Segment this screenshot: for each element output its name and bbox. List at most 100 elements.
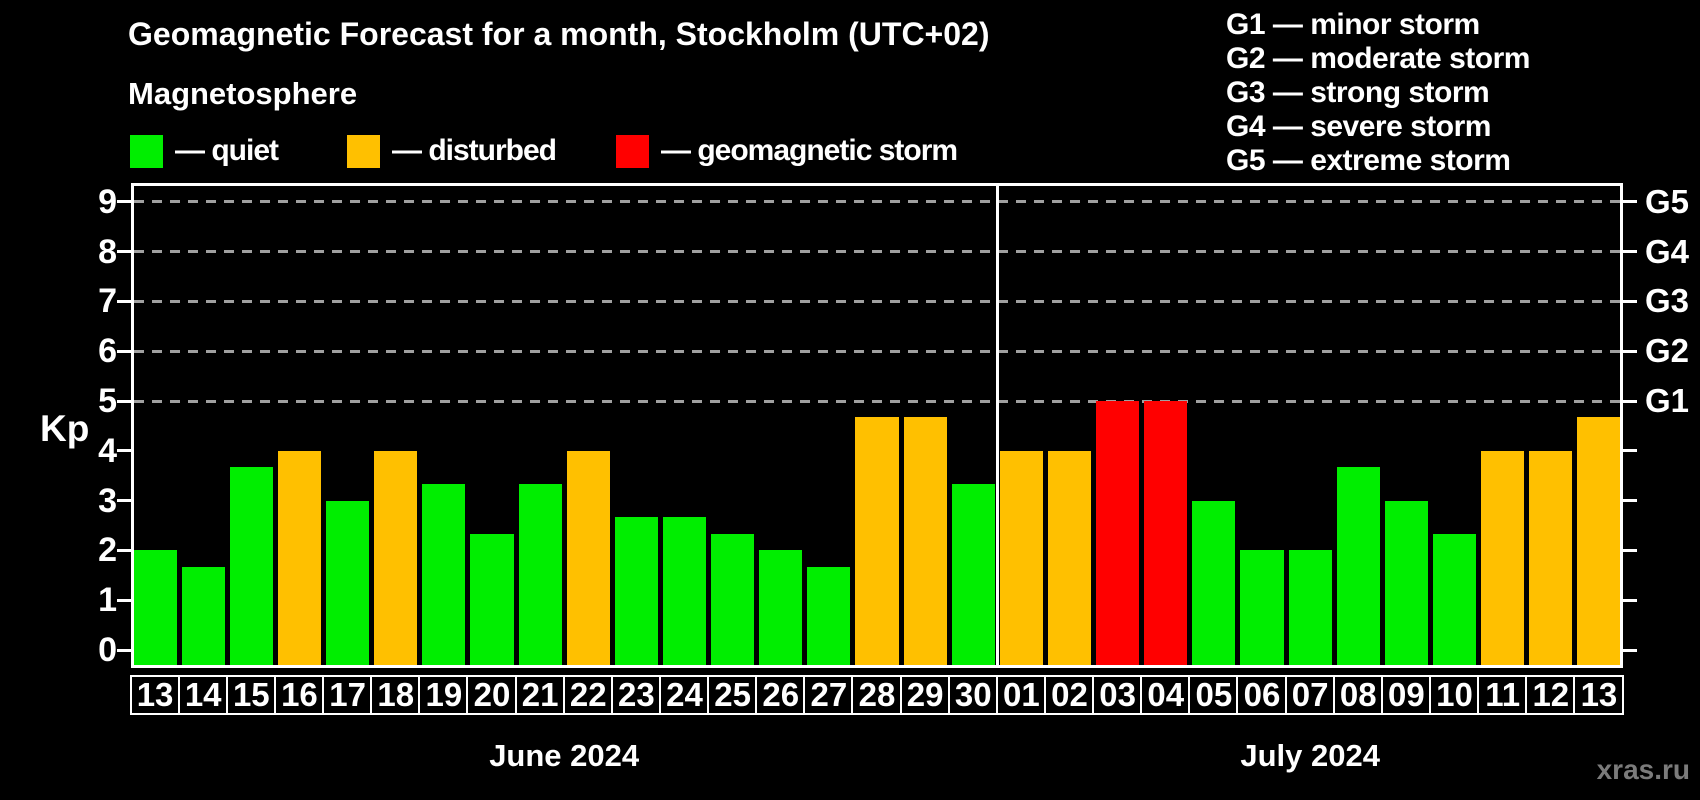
day-label-june-28: 28 [851, 675, 903, 715]
day-label-july-05: 05 [1188, 675, 1240, 715]
bar-june-13 [133, 550, 177, 665]
y-tick-right-0 [1623, 648, 1637, 652]
bar-june-21 [518, 484, 562, 665]
y-tick-right-8 [1623, 250, 1637, 254]
y-tick-label-4: 4 [98, 431, 117, 470]
bar-july-10 [1432, 533, 1477, 665]
y-tick-right-2 [1623, 548, 1637, 552]
day-label-june-20: 20 [466, 675, 518, 715]
y-tick-right-1 [1623, 598, 1637, 602]
g-scale-legend-line-2: G2 — moderate storm [1226, 42, 1530, 75]
bar-june-14 [181, 566, 225, 665]
legend-label-storm: — geomagnetic storm [661, 134, 958, 167]
g-level-label-g1: G1 [1645, 382, 1690, 419]
bar-june-25 [711, 533, 755, 665]
bar-june-17 [326, 500, 370, 665]
bar-june-26 [759, 550, 803, 665]
day-label-july-09: 09 [1380, 675, 1432, 715]
month-label-july: July 2024 [1240, 738, 1380, 773]
y-tick-left-3 [117, 499, 131, 503]
day-label-june-18: 18 [370, 675, 422, 715]
bar-june-24 [662, 517, 707, 665]
y-tick-label-7: 7 [98, 282, 117, 321]
y-tick-left-6 [117, 349, 131, 353]
bar-june-27 [807, 566, 851, 665]
legend-item-quiet: — quiet [130, 133, 279, 169]
g-scale-legend-line-4: G4 — severe storm [1226, 110, 1491, 143]
month-label-june: June 2024 [489, 738, 640, 773]
day-label-june-16: 16 [273, 675, 325, 715]
y-tick-label-5: 5 [98, 382, 117, 420]
day-label-july-07: 07 [1284, 675, 1336, 715]
day-label-july-03: 03 [1092, 675, 1144, 715]
y-tick-label-2: 2 [98, 531, 117, 570]
legend-item-disturbed: — disturbed [347, 133, 557, 169]
plot-frame [131, 183, 1623, 668]
y-tick-right-9 [1623, 200, 1637, 204]
watermark-xras-ru: xras.ru [1596, 754, 1690, 785]
day-label-june-14: 14 [177, 675, 229, 715]
bar-july-06 [1240, 550, 1284, 665]
y-tick-label-1: 1 [98, 581, 117, 620]
subtitle-magnetosphere: Magnetosphere [128, 76, 358, 111]
bar-june-19 [422, 484, 466, 665]
y-tick-left-4 [117, 449, 131, 453]
day-label-june-27: 27 [803, 675, 855, 715]
day-label-june-21: 21 [514, 675, 566, 715]
bar-june-22 [566, 450, 610, 665]
bar-june-29 [903, 417, 947, 665]
disturbed-color-swatch-icon [347, 134, 380, 168]
y-tick-left-8 [117, 250, 131, 254]
g-scale-legend-line-3: G3 — strong storm [1226, 76, 1490, 109]
y-tick-left-2 [117, 548, 131, 552]
legend-item-storm: — geomagnetic storm [616, 133, 958, 169]
y-tick-left-7 [117, 299, 131, 303]
legend-label-quiet: — quiet [175, 134, 279, 167]
day-label-june-24: 24 [658, 675, 711, 715]
bar-june-28 [855, 417, 899, 665]
month-separator-line [995, 186, 999, 665]
day-label-june-30: 30 [947, 675, 999, 715]
page-title: Geomagnetic Forecast for a month, Stockh… [128, 16, 990, 52]
bar-july-01 [999, 450, 1043, 665]
gridline-kp-7 [134, 299, 1620, 303]
day-label-july-11: 11 [1477, 675, 1529, 715]
g-scale-legend-line-1: G1 — minor storm [1226, 8, 1480, 41]
day-label-july-12: 12 [1525, 675, 1577, 715]
gridline-kp-5 [134, 399, 1620, 403]
y-tick-left-0 [117, 648, 131, 652]
day-label-july-04: 04 [1140, 675, 1192, 715]
bar-july-12 [1529, 450, 1573, 665]
y-tick-right-3 [1623, 499, 1637, 503]
bar-july-09 [1384, 500, 1428, 665]
y-tick-right-6 [1623, 349, 1637, 353]
y-tick-label-0: 0 [98, 631, 117, 669]
day-label-june-23: 23 [610, 675, 662, 715]
bar-july-02 [1047, 450, 1092, 665]
g-scale-legend: G1 — minor storm G2 — moderate storm G3 — … [1226, 8, 1530, 178]
g-level-label-g3: G3 [1645, 282, 1690, 320]
day-label-july-13: 13 [1573, 675, 1625, 715]
bar-july-08 [1336, 467, 1380, 665]
bar-june-20 [470, 533, 514, 665]
bar-june-30 [951, 484, 995, 665]
quiet-color-swatch-icon [130, 134, 163, 168]
bar-july-03 [1096, 401, 1140, 665]
day-label-june-15: 15 [225, 675, 277, 715]
kp-axis-label: Kp [40, 408, 90, 449]
gridline-kp-9 [134, 200, 1620, 204]
y-tick-label-9: 9 [98, 182, 117, 221]
day-label-july-01: 01 [995, 675, 1047, 715]
day-label-june-19: 19 [418, 675, 470, 715]
day-label-july-06: 06 [1236, 675, 1288, 715]
day-label-july-10: 10 [1428, 675, 1481, 715]
y-tick-left-5 [117, 399, 131, 403]
day-label-june-25: 25 [707, 675, 759, 715]
day-label-june-26: 26 [755, 675, 807, 715]
day-label-june-13: 13 [129, 675, 181, 715]
y-tick-right-7 [1623, 299, 1637, 303]
g-scale-legend-line-5: G5 — extreme storm [1226, 144, 1511, 177]
bar-july-13 [1577, 417, 1621, 665]
day-label-june-29: 29 [899, 675, 951, 715]
